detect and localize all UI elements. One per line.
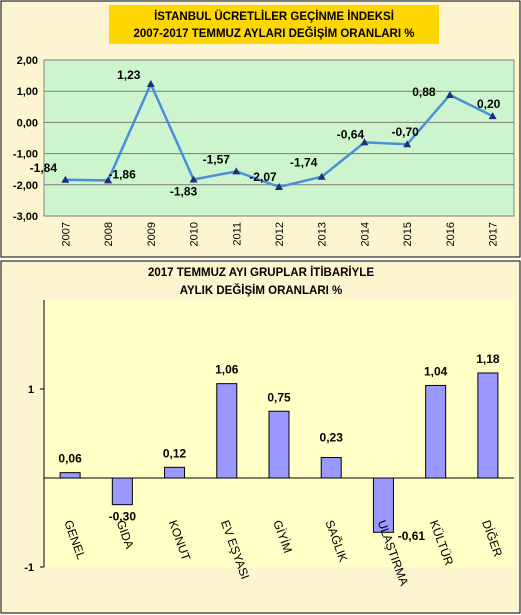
line-chart-marker bbox=[360, 138, 369, 146]
line-chart-y-tick-label: 1,00 bbox=[17, 86, 38, 98]
bar-chart-bar bbox=[425, 384, 447, 479]
line-chart-y-tick-label: -3,00 bbox=[13, 211, 38, 223]
bar-chart-y-tick-label: -1 bbox=[24, 562, 34, 574]
line-chart-title-line2: 2007-2017 TEMMUZ AYLARI DEĞİŞİM ORANLARI… bbox=[134, 27, 415, 40]
line-chart-x-tick-label: 2015 bbox=[402, 222, 414, 246]
bar-chart-data-label: 0,06 bbox=[58, 452, 82, 466]
line-chart-title-line1: İSTANBUL ÜCRETLİLER GEÇİNME İNDEKSİ bbox=[154, 10, 394, 23]
line-chart-data-label: -1,84 bbox=[30, 161, 58, 175]
line-chart-marker bbox=[488, 112, 497, 120]
bar-chart-bar bbox=[164, 466, 186, 479]
line-chart-x-tick-label: 2007 bbox=[60, 222, 72, 246]
line-chart-x-tick-label: 2017 bbox=[488, 222, 500, 246]
line-chart-x-tick-label: 2008 bbox=[103, 222, 115, 246]
line-chart-y-axis: 2,00 1,00 0,00 -1,00 -2,00 -3,00 bbox=[13, 55, 38, 223]
line-chart-data-label: -1,83 bbox=[170, 184, 198, 198]
bar-chart-title-line1: 2017 TEMMUZ AYI GRUPLAR İTİBARİYLE bbox=[148, 266, 374, 279]
line-chart-x-tick-label: 2016 bbox=[445, 222, 457, 246]
bar-chart-data-label: 1,06 bbox=[215, 363, 239, 377]
bar-chart-bar bbox=[216, 383, 238, 479]
bar-chart-data-label: 0,12 bbox=[163, 446, 187, 460]
line-chart-y-tick-label: 0,00 bbox=[17, 117, 38, 129]
line-chart-marker bbox=[146, 80, 155, 88]
line-chart-x-tick-label: 2009 bbox=[146, 222, 158, 246]
bar-chart-bar bbox=[477, 372, 499, 479]
line-chart-data-label: 0,20 bbox=[477, 97, 501, 111]
line-chart-marker bbox=[317, 172, 326, 180]
line-chart-marker bbox=[275, 182, 283, 190]
line-chart-marker bbox=[61, 175, 70, 183]
line-chart-y-tick-label: -2,00 bbox=[13, 180, 38, 192]
bar-chart-data-label: -0,61 bbox=[398, 529, 426, 543]
bar-chart-bars bbox=[59, 372, 499, 533]
line-chart-data-label: -1,57 bbox=[203, 152, 231, 166]
line-chart-x-axis: 2007 2008 2009 2010 2011 2012 2013 2014 2015 2016… bbox=[60, 222, 499, 246]
bar-chart-data-label: 0,23 bbox=[320, 431, 344, 445]
line-chart-data-label: 0,88 bbox=[412, 85, 436, 99]
line-chart-y-tick-label: 2,00 bbox=[17, 55, 38, 67]
bar-chart-bar bbox=[111, 477, 133, 506]
bar-chart-data-labels: 0,06 -0,30 0,12 1,06 0,75 0,23 -0,61 1,04 1,18 bbox=[58, 352, 499, 543]
line-chart-x-tick-label: 2014 bbox=[359, 222, 371, 246]
bar-chart-data-label: -0,30 bbox=[109, 510, 137, 524]
line-chart-markers bbox=[61, 80, 497, 190]
line-chart-data-label: -2,07 bbox=[249, 170, 277, 184]
bar-chart-data-label: 0,75 bbox=[267, 390, 291, 404]
bar-chart-y-axis: 1 -1 bbox=[24, 384, 44, 574]
line-chart-x-tick-label: 2012 bbox=[274, 222, 286, 246]
bar-chart-title-line2: AYLIK DEĞİŞİM ORANLARI % bbox=[180, 284, 343, 297]
line-chart-x-tick-label: 2011 bbox=[231, 222, 243, 246]
line-chart-marker bbox=[403, 140, 412, 148]
bar-chart-data-label: 1,18 bbox=[476, 352, 500, 366]
line-chart-data-label: -1,86 bbox=[108, 167, 136, 181]
line-chart-marker bbox=[445, 90, 454, 98]
line-chart-marker bbox=[232, 167, 241, 175]
line-chart-marker bbox=[104, 176, 113, 184]
line-chart-plot-area bbox=[43, 59, 515, 217]
bar-chart-y-tick-label: 1 bbox=[28, 384, 34, 396]
line-chart-data-label: 1,23 bbox=[117, 68, 141, 82]
bar-chart-bar bbox=[268, 410, 290, 479]
line-chart-title-box bbox=[109, 5, 439, 44]
line-chart-data-labels: -1,84 -1,86 1,23 -1,83 -1,57 -2,07 -1,74 -0,64 -… bbox=[30, 68, 501, 198]
line-chart-x-tick-label: 2010 bbox=[189, 222, 201, 246]
bar-chart-bar bbox=[320, 457, 342, 479]
line-chart-data-label: -1,74 bbox=[290, 156, 318, 170]
line-chart-marker bbox=[189, 175, 198, 183]
line-chart-data-label: -0,64 bbox=[337, 127, 365, 141]
line-chart-y-tick-label: -1,00 bbox=[13, 149, 38, 161]
line-chart-data-label: -0,70 bbox=[392, 125, 420, 139]
line-chart-x-tick-label: 2013 bbox=[317, 222, 329, 246]
bar-chart-data-label: 1,04 bbox=[424, 364, 448, 378]
bar-chart-bar bbox=[59, 472, 81, 479]
